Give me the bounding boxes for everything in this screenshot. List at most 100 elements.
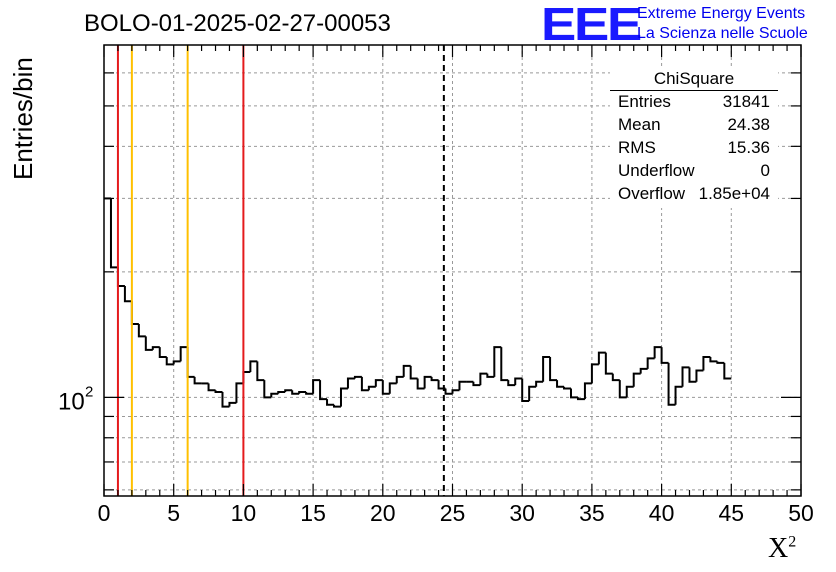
logo-text-line1: Extreme Energy Events (637, 5, 806, 22)
histogram-bin (193, 376, 202, 385)
histogram-bin (709, 356, 718, 363)
histogram-bin (109, 198, 118, 269)
histogram-bin (158, 347, 167, 358)
stats-row-mean: Mean 24.38 (618, 115, 770, 137)
stats-key: Underflow (618, 161, 695, 180)
stats-divider (610, 90, 778, 91)
histogram-bin (409, 365, 418, 380)
histogram-bin (576, 397, 585, 401)
histogram-bin (667, 362, 676, 406)
histogram-bin (263, 380, 272, 399)
x-axis-label: X2 (768, 533, 796, 565)
stats-key: Overflow (618, 184, 686, 203)
marker-lines (116, 45, 445, 496)
histogram-bin (479, 372, 488, 386)
histogram-bin (151, 346, 160, 350)
histogram-bin (381, 380, 390, 395)
histogram-bin (123, 285, 132, 303)
stats-value: 0 (760, 161, 770, 180)
histogram-bin (333, 404, 341, 408)
x-tick-label: 15 (300, 500, 326, 526)
histogram-bin (395, 375, 404, 384)
stats-key: Mean (618, 115, 661, 134)
histogram-bin (291, 390, 300, 395)
histogram-bin (583, 382, 592, 400)
histogram-bin (353, 375, 362, 379)
stats-row-rms: RMS 15.36 (618, 138, 770, 160)
histogram-bin (695, 369, 704, 382)
histogram-bin (207, 383, 216, 392)
y-tick-label: 10 (58, 388, 85, 415)
histogram-bin (611, 373, 620, 382)
x-tick-label: 50 (788, 500, 814, 526)
histogram-bin (305, 392, 314, 395)
stats-row-underflow: Underflow 0 (618, 161, 770, 183)
histogram-bin (653, 346, 662, 359)
histogram-bin (486, 373, 495, 378)
histogram-bin (298, 391, 307, 394)
histogram-bin (723, 362, 732, 380)
histogram-bin (604, 352, 613, 375)
histogram-bin (430, 376, 439, 382)
histogram-bin (632, 372, 641, 387)
x-axis-label-base: X (768, 533, 789, 564)
stats-value: 1.85e+04 (698, 184, 770, 203)
stats-box: ChiSquare Entries 31841 Mean 24.38 RMS 1… (610, 68, 778, 208)
histogram-bin (625, 385, 634, 398)
histogram-bin (326, 399, 335, 406)
x-tick-label: 20 (370, 500, 396, 526)
histogram-bin (172, 360, 181, 365)
histogram-bin (716, 361, 725, 364)
histogram-bin (451, 389, 460, 394)
stats-title: ChiSquare (653, 69, 735, 88)
histogram-bin (542, 355, 551, 382)
histogram-bin (144, 336, 153, 351)
eee-logo: EEE (541, 0, 642, 50)
axis-ticks (103, 45, 802, 496)
histogram-bin (660, 347, 669, 364)
histogram-bin (597, 351, 606, 365)
x-tick-label: 5 (167, 500, 180, 526)
histogram-bin (639, 367, 648, 374)
histogram-bin (130, 301, 139, 325)
histogram-bin (270, 392, 279, 398)
histogram-bin (646, 357, 655, 369)
stats-key: RMS (618, 138, 656, 157)
histogram-bin (367, 385, 376, 391)
stats-value: 24.38 (727, 115, 770, 134)
histogram-bin (528, 385, 537, 402)
logo-text-line2: La Scienza nelle Scuole (637, 25, 808, 42)
histogram-bin (249, 360, 258, 373)
histogram-bin (681, 366, 690, 387)
histogram-bin (339, 387, 348, 407)
x-axis-label-exponent: 2 (788, 533, 797, 551)
histogram-bin (346, 377, 355, 389)
chart-title: BOLO-01-2025-02-27-00053 (84, 10, 391, 37)
histogram-bin (312, 379, 321, 394)
histogram-bin (423, 375, 432, 389)
stats-value: 15.36 (727, 138, 770, 157)
histogram-bin (221, 392, 230, 408)
histogram-bin (556, 380, 565, 388)
histogram-bin (319, 380, 328, 401)
y-tick-label-exponent: 2 (85, 383, 93, 400)
histogram-bin (535, 380, 544, 387)
histogram-bin (214, 390, 223, 394)
histogram-bin (549, 356, 558, 382)
histogram-bin (228, 401, 237, 407)
histogram-bin (186, 347, 195, 378)
histogram-bin (137, 323, 146, 338)
x-tick-label: 35 (579, 500, 605, 526)
histogram-series (104, 197, 732, 408)
histogram-bin (179, 346, 188, 362)
histogram-bin (674, 385, 683, 405)
stats-row-overflow: Overflow 1.85e+04 (618, 184, 770, 206)
histogram-bin (514, 377, 523, 386)
histogram-bin (402, 364, 411, 377)
histogram-bin (569, 388, 578, 399)
histogram-bin (444, 388, 453, 395)
histogram-bin (374, 379, 383, 387)
histogram-bin (590, 363, 599, 384)
histogram-bin (388, 382, 397, 394)
